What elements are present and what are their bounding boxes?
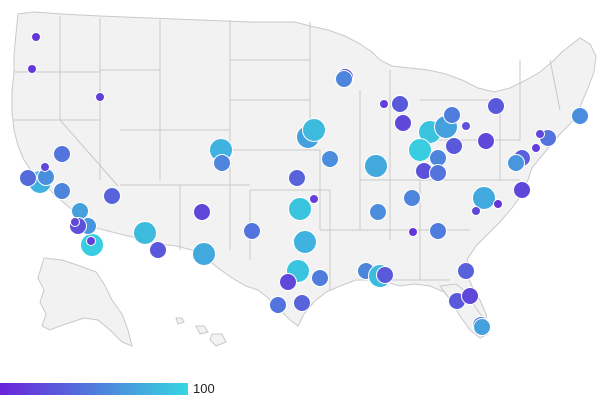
map-marker[interactable]	[394, 114, 412, 132]
map-marker[interactable]	[429, 149, 447, 167]
map-marker[interactable]	[445, 137, 463, 155]
map-marker[interactable]	[293, 294, 311, 312]
map-marker[interactable]	[376, 266, 394, 284]
color-legend: 100	[0, 380, 600, 400]
map-marker[interactable]	[103, 187, 121, 205]
map-marker[interactable]	[531, 143, 541, 153]
map-marker[interactable]	[408, 227, 418, 237]
map-marker[interactable]	[477, 132, 495, 150]
map-marker[interactable]	[472, 186, 496, 210]
map-canvas	[11, 11, 597, 347]
map-marker[interactable]	[293, 230, 317, 254]
map-marker[interactable]	[493, 199, 503, 209]
map-marker[interactable]	[408, 138, 432, 162]
map-marker[interactable]	[193, 203, 211, 221]
map-marker[interactable]	[364, 154, 388, 178]
markers-layer	[19, 32, 589, 336]
hawaii-land	[175, 317, 227, 347]
map-marker[interactable]	[95, 92, 105, 102]
map-marker[interactable]	[53, 182, 71, 200]
map-marker[interactable]	[461, 121, 471, 131]
map-marker[interactable]	[70, 217, 80, 227]
map-marker[interactable]	[311, 269, 329, 287]
map-marker[interactable]	[471, 206, 481, 216]
map-marker[interactable]	[269, 296, 287, 314]
map-marker[interactable]	[279, 273, 297, 291]
map-marker[interactable]	[391, 95, 409, 113]
map-marker[interactable]	[288, 169, 306, 187]
map-marker[interactable]	[507, 154, 525, 172]
map-marker[interactable]	[443, 106, 461, 124]
map-marker[interactable]	[213, 154, 231, 172]
map-marker[interactable]	[473, 318, 491, 336]
map-marker[interactable]	[403, 189, 421, 207]
map-marker[interactable]	[71, 202, 89, 220]
map-marker[interactable]	[86, 236, 96, 246]
legend-gradient-bar	[0, 383, 188, 395]
map-marker[interactable]	[461, 287, 479, 305]
map-marker[interactable]	[369, 203, 387, 221]
map-marker[interactable]	[133, 221, 157, 245]
map-marker[interactable]	[379, 99, 389, 109]
map-marker[interactable]	[53, 145, 71, 163]
map-marker[interactable]	[335, 70, 353, 88]
map-marker[interactable]	[457, 262, 475, 280]
map-marker[interactable]	[149, 241, 167, 259]
alaska-land	[37, 257, 133, 347]
map-marker[interactable]	[321, 150, 339, 168]
map-marker[interactable]	[535, 129, 545, 139]
map-marker[interactable]	[571, 107, 589, 125]
map-marker[interactable]	[513, 181, 531, 199]
map-marker[interactable]	[40, 162, 50, 172]
legend-max-label: 100	[193, 381, 215, 396]
map-marker[interactable]	[192, 242, 216, 266]
map-marker[interactable]	[27, 64, 37, 74]
map-marker[interactable]	[31, 32, 41, 42]
map-marker[interactable]	[487, 97, 505, 115]
map-marker[interactable]	[429, 222, 447, 240]
map-marker[interactable]	[288, 197, 312, 221]
map-marker[interactable]	[302, 118, 326, 142]
map-marker[interactable]	[19, 169, 37, 187]
map-marker[interactable]	[429, 164, 447, 182]
map-marker[interactable]	[309, 194, 319, 204]
map-marker[interactable]	[243, 222, 261, 240]
